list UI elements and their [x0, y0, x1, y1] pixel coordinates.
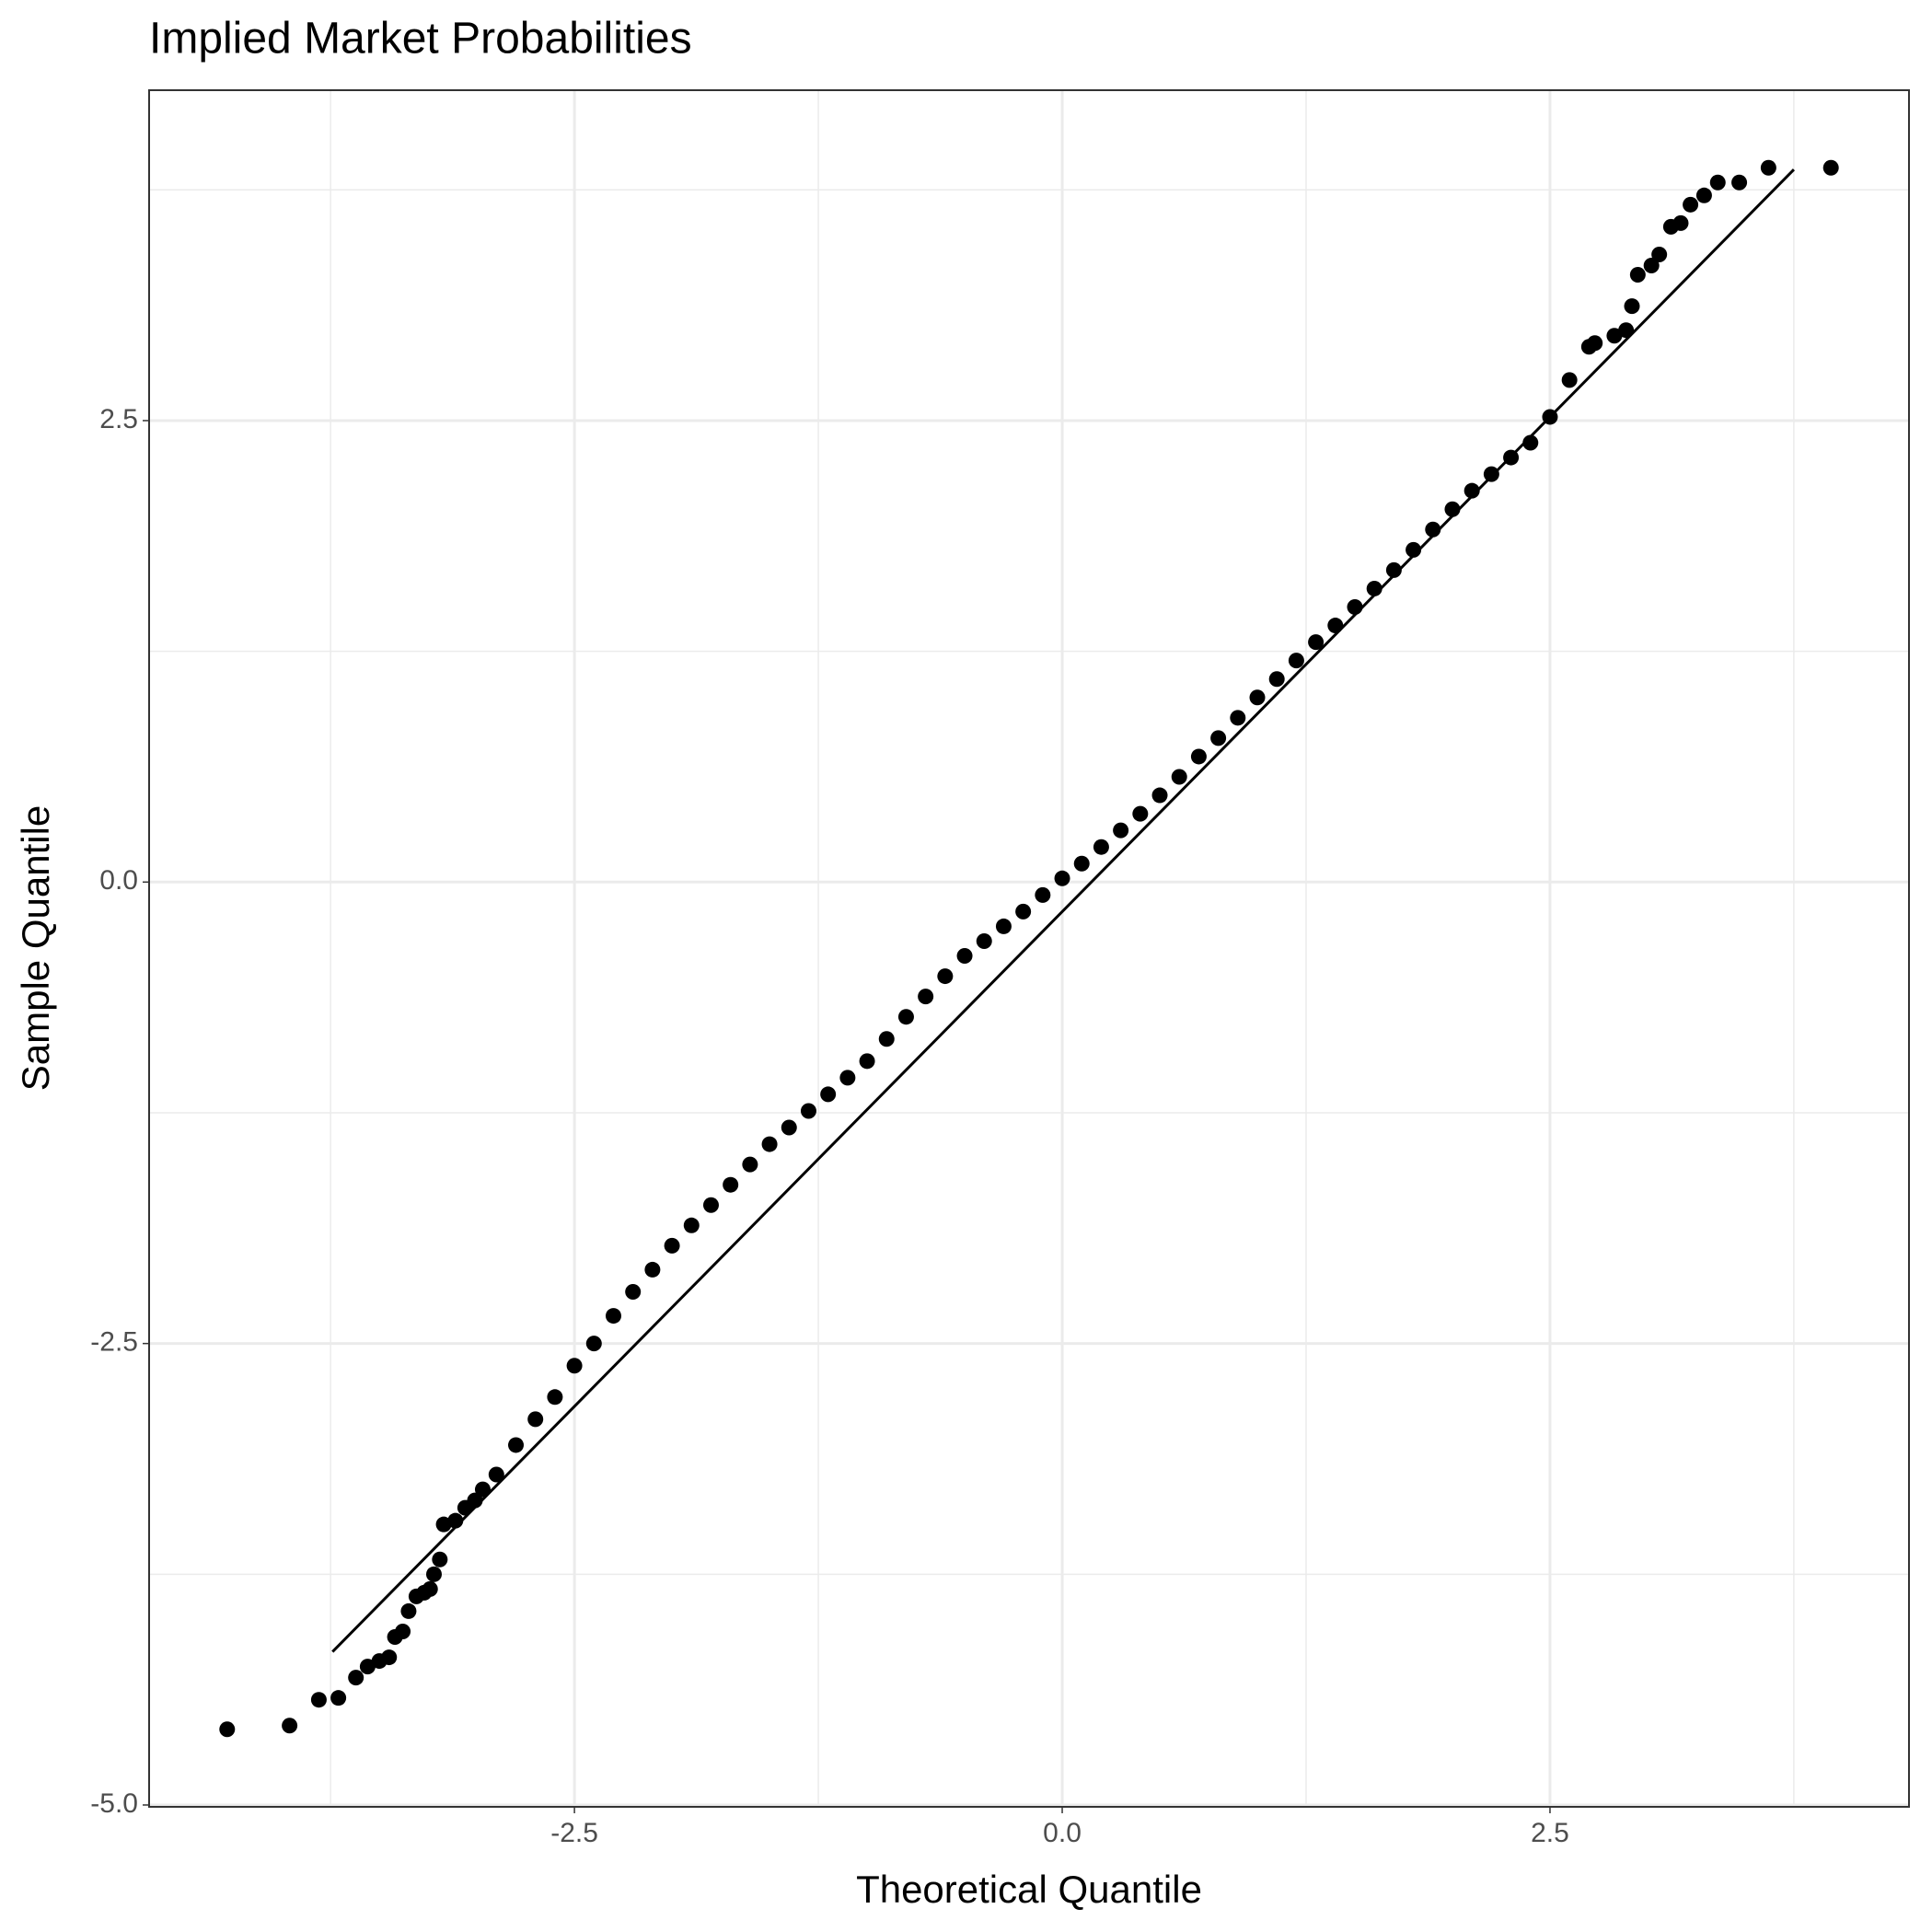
point — [395, 1623, 411, 1639]
point — [547, 1389, 563, 1406]
point — [1151, 787, 1168, 804]
point — [1035, 886, 1051, 903]
chart-title: Implied Market Probabilities — [149, 15, 692, 64]
point — [995, 918, 1012, 934]
point — [1651, 246, 1668, 262]
point — [1073, 855, 1090, 872]
point — [859, 1053, 875, 1070]
point — [723, 1176, 739, 1193]
point — [781, 1119, 797, 1136]
point — [527, 1411, 544, 1428]
point — [1760, 159, 1776, 176]
point — [488, 1466, 504, 1483]
point — [625, 1284, 642, 1300]
point — [310, 1692, 327, 1708]
point — [664, 1237, 680, 1254]
point — [1054, 870, 1070, 886]
point — [956, 948, 973, 965]
point — [1606, 328, 1623, 344]
point — [742, 1156, 758, 1173]
point — [1483, 466, 1499, 482]
point — [422, 1580, 438, 1597]
panel-border — [148, 89, 1910, 1808]
reference-line — [331, 168, 1796, 1653]
point — [1268, 671, 1285, 688]
point — [282, 1718, 298, 1734]
point — [878, 1031, 895, 1047]
point — [976, 932, 992, 949]
point — [1288, 653, 1304, 669]
point — [1624, 298, 1640, 315]
point — [1587, 335, 1603, 352]
point — [820, 1086, 837, 1103]
point — [1672, 214, 1689, 231]
point — [1347, 599, 1363, 616]
point — [605, 1308, 621, 1325]
point — [1463, 482, 1480, 499]
point — [897, 1009, 914, 1025]
x-axis-title: Theoretical Quantile — [856, 1868, 1202, 1911]
point — [1709, 174, 1726, 191]
point — [381, 1649, 398, 1666]
point — [425, 1566, 442, 1582]
x-tick-label: 2.5 — [1531, 1818, 1569, 1848]
x-tick-label: -2.5 — [550, 1818, 598, 1848]
point — [937, 968, 954, 985]
point — [585, 1336, 602, 1352]
point — [359, 1659, 376, 1675]
point — [1406, 541, 1422, 558]
y-tick-label: 0.0 — [99, 865, 138, 896]
point — [1561, 372, 1578, 388]
point — [1132, 805, 1149, 822]
x-tick-label: 0.0 — [1043, 1818, 1082, 1848]
point — [348, 1670, 364, 1686]
point — [761, 1136, 778, 1152]
point — [1643, 258, 1660, 274]
point — [1683, 196, 1699, 213]
point — [1093, 839, 1109, 855]
point — [839, 1070, 856, 1086]
point — [1113, 822, 1129, 839]
y-axis-title: Sample Quantile — [14, 805, 57, 1092]
point — [400, 1602, 417, 1619]
point — [432, 1551, 448, 1568]
point — [702, 1197, 719, 1213]
y-tick-label: 2.5 — [99, 404, 138, 434]
point — [219, 1721, 236, 1738]
point — [644, 1261, 661, 1278]
point — [918, 989, 934, 1005]
point — [508, 1437, 525, 1453]
y-tick-label: -2.5 — [90, 1327, 138, 1358]
point — [1629, 267, 1646, 283]
point — [1249, 689, 1266, 706]
point — [566, 1358, 583, 1374]
point — [1731, 174, 1748, 191]
point — [330, 1690, 347, 1706]
point — [800, 1103, 816, 1119]
point — [683, 1217, 700, 1233]
point — [1308, 634, 1325, 651]
point — [1822, 159, 1839, 176]
point — [474, 1481, 491, 1498]
point — [1015, 903, 1032, 920]
y-tick-label: -5.0 — [90, 1788, 138, 1819]
point — [1230, 710, 1246, 726]
point — [1695, 187, 1712, 203]
point — [1385, 561, 1402, 578]
point — [1210, 730, 1227, 746]
point — [1190, 748, 1207, 765]
point — [1171, 769, 1187, 785]
